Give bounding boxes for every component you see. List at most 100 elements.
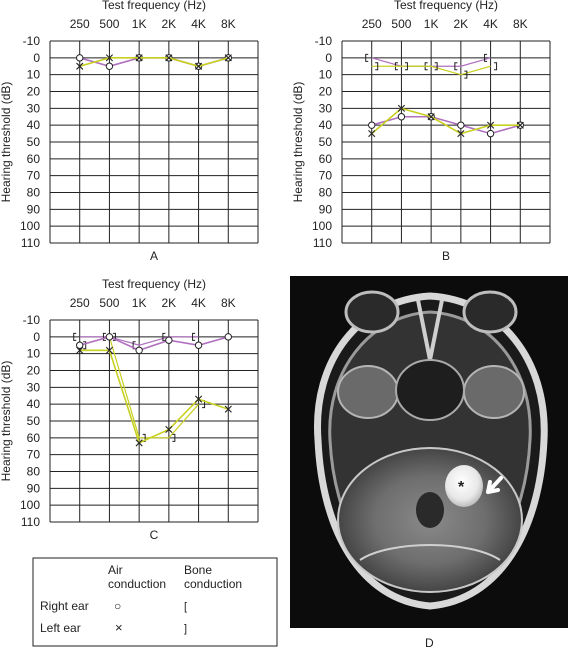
data-point-right-bone xyxy=(102,332,106,341)
y-tick-label: 100 xyxy=(20,498,40,512)
x-tick-label: 4K xyxy=(191,17,206,31)
mri-panel-d: * D xyxy=(290,276,568,649)
data-point-left-bone xyxy=(464,70,468,79)
data-point-right-air xyxy=(135,346,143,354)
series-line-left-bone xyxy=(371,65,491,76)
legend-air-header-line1: Air xyxy=(108,563,123,577)
data-point-left-air xyxy=(165,425,173,434)
data-point-right-air xyxy=(76,341,84,349)
y-tick-label: 110 xyxy=(313,236,332,250)
x-tick-label: 4K xyxy=(191,296,206,310)
x-tick-label: 8K xyxy=(513,17,528,31)
data-point-right-air xyxy=(165,336,173,344)
y-tick-label: 90 xyxy=(27,481,41,495)
y-tick-label: 80 xyxy=(27,465,41,479)
data-point-right-air xyxy=(105,333,114,341)
data-point-left-air xyxy=(135,439,143,447)
mri-left-orbit xyxy=(462,290,518,334)
data-point-left-air xyxy=(194,62,203,70)
y-tick-label: 30 xyxy=(319,101,333,115)
series-line-right-air xyxy=(79,57,229,68)
data-point-right-air xyxy=(194,341,203,349)
y-tick-label: 100 xyxy=(312,219,332,233)
y-tick-label: -10 xyxy=(23,313,41,327)
y-tick-label: 0 xyxy=(33,330,40,344)
mri-left-temporal xyxy=(463,365,525,419)
y-tick-label: 40 xyxy=(27,397,41,411)
data-point-left-air xyxy=(76,346,84,354)
data-point-left-air xyxy=(105,346,114,354)
y-tick-label: 70 xyxy=(27,169,41,183)
y-tick-label: 60 xyxy=(27,431,41,445)
y-tick-label: 90 xyxy=(319,202,333,216)
y-tick-label: -10 xyxy=(315,34,333,48)
data-point-left-bone xyxy=(494,62,498,71)
x-tick-label: 500 xyxy=(99,17,119,31)
data-point-right-air xyxy=(105,62,114,70)
data-point-right-bone xyxy=(73,332,77,341)
x-tick-label: 2K xyxy=(162,17,177,31)
y-tick-label: 30 xyxy=(27,101,41,115)
y-tick-label: 10 xyxy=(27,347,41,361)
panel-label: B xyxy=(442,249,450,263)
y-tick-label: 70 xyxy=(319,169,333,183)
data-point-right-bone xyxy=(365,53,369,62)
y-tick-label: 30 xyxy=(27,380,41,394)
panel-label: A xyxy=(150,249,158,263)
series-line-right-air xyxy=(79,335,229,352)
y-tick-label: 50 xyxy=(27,414,41,428)
data-point-right-bone xyxy=(162,332,166,341)
data-point-left-air xyxy=(427,113,435,121)
legend-air-header-line2: conduction xyxy=(108,577,166,591)
x-tick-label: 1K xyxy=(132,17,147,31)
data-point-left-air xyxy=(76,62,84,70)
data-point-left-bone xyxy=(112,332,116,341)
y-tick-label: 10 xyxy=(27,68,41,82)
y-tick-label: 0 xyxy=(325,51,332,65)
legend-right-ear-label: Right ear xyxy=(40,599,89,613)
y-tick-label: 100 xyxy=(20,219,40,233)
mri-fourth-ventricle xyxy=(416,492,444,528)
data-point-left-air xyxy=(397,104,406,112)
x-tick-label: 1K xyxy=(424,17,439,31)
mri-tentorium xyxy=(359,544,501,561)
x-tick-label: 250 xyxy=(70,296,90,310)
data-point-left-air xyxy=(224,405,232,413)
x-tick-label: 250 xyxy=(70,17,90,31)
audiogram-panel-b: Test frequency (Hz) 250 500 1K 2K 4K 8K -10 0 10 2… xyxy=(291,0,551,263)
data-point-left-bone xyxy=(434,62,438,71)
x-tick-label: 250 xyxy=(362,17,382,31)
data-point-right-air xyxy=(486,129,495,138)
data-point-left-air xyxy=(194,395,203,403)
data-point-left-air xyxy=(135,54,143,62)
data-point-right-air xyxy=(457,121,465,129)
mri-arrow-icon xyxy=(486,476,503,494)
panel-label-d: D xyxy=(425,636,434,649)
audiogram-legend: Air conduction Bone conduction Right ear… xyxy=(32,557,278,647)
mri-sphenoid xyxy=(395,359,465,421)
legend-bone-header-line1: Bone xyxy=(184,563,212,577)
x-tick-label: 500 xyxy=(391,17,411,31)
legend-left-ear-label: Left ear xyxy=(40,621,81,635)
y-tick-label: 60 xyxy=(27,152,41,166)
y-tick-label: 10 xyxy=(319,68,333,82)
y-axis-label: Hearing threshold (dB) xyxy=(0,361,13,482)
y-tick-label: -10 xyxy=(23,34,41,48)
y-tick-label: 40 xyxy=(27,118,41,132)
x-tick-label: 8K xyxy=(221,296,236,310)
data-point-right-bone xyxy=(484,53,488,62)
data-point-left-bone xyxy=(172,433,176,442)
data-point-left-air xyxy=(224,54,232,62)
y-tick-label: 40 xyxy=(319,118,333,132)
legend-frame xyxy=(32,557,278,647)
data-point-left-air xyxy=(165,54,173,62)
data-point-left-air xyxy=(105,54,114,62)
y-tick-label: 110 xyxy=(21,515,40,529)
legend-bone-header-line2: conduction xyxy=(184,577,242,591)
data-point-right-bone xyxy=(192,332,196,341)
y-tick-label: 20 xyxy=(319,85,333,99)
chart-title: Test frequency (Hz) xyxy=(102,0,206,12)
mri-right-temporal xyxy=(337,365,399,419)
y-tick-label: 110 xyxy=(21,236,40,250)
y-axis-label: Hearing threshold (dB) xyxy=(291,82,305,203)
